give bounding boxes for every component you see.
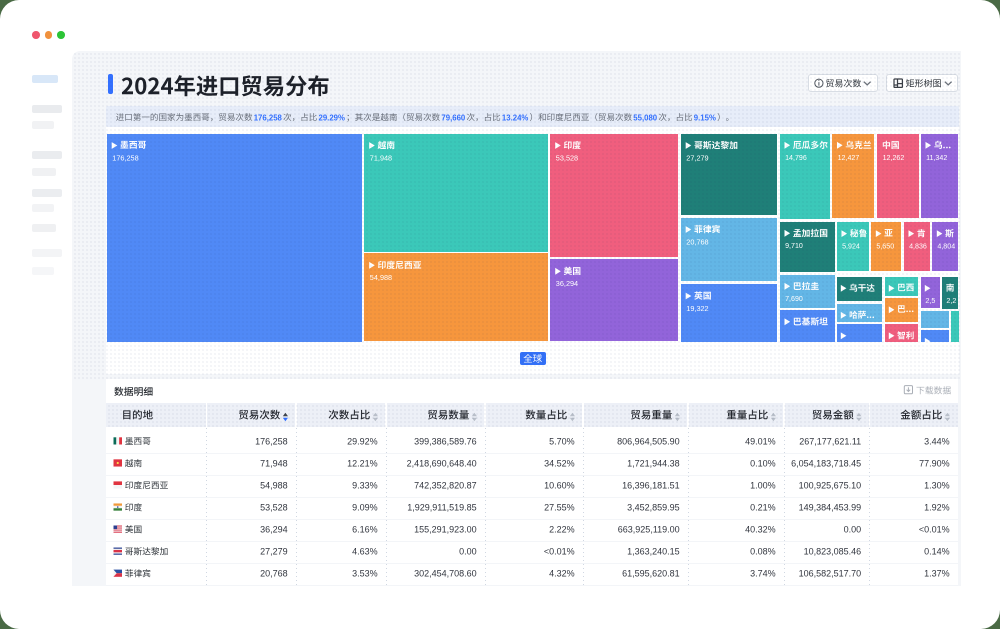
svg-text:1,363,240.15: 1,363,240.15: [627, 547, 680, 557]
svg-text:3.44%: 3.44%: [924, 436, 950, 446]
svg-text:3.74%: 3.74%: [750, 569, 776, 579]
svg-text:49.01%: 49.01%: [745, 436, 776, 446]
svg-text:1.30%: 1.30%: [924, 480, 950, 490]
svg-text:1.37%: 1.37%: [924, 569, 950, 579]
svg-text:27.55%: 27.55%: [544, 502, 575, 512]
svg-text:34.52%: 34.52%: [544, 458, 575, 468]
svg-text:53,528: 53,528: [260, 502, 288, 512]
svg-text:5,650: 5,650: [876, 242, 894, 250]
svg-text:9.15%: 9.15%: [694, 113, 716, 122]
svg-text:302,454,708.60: 302,454,708.60: [414, 569, 477, 579]
svg-text:0.21%: 0.21%: [750, 502, 776, 512]
svg-text:9.33%: 9.33%: [352, 480, 378, 490]
svg-text:29.29%: 29.29%: [319, 113, 346, 122]
svg-text:9.09%: 9.09%: [352, 502, 378, 512]
svg-text:176,258: 176,258: [254, 113, 283, 122]
svg-text:1,929,911,519.85: 1,929,911,519.85: [407, 502, 476, 512]
svg-text:11,342: 11,342: [926, 154, 947, 162]
svg-text:267,177,621.11: 267,177,621.11: [799, 436, 861, 446]
svg-text:0.00: 0.00: [459, 547, 477, 557]
svg-text:40.32%: 40.32%: [745, 525, 776, 535]
svg-text:12,427: 12,427: [838, 154, 860, 162]
svg-text:0.14%: 0.14%: [924, 547, 950, 557]
svg-text:12,262: 12,262: [883, 154, 905, 162]
svg-text:106,582,517.70: 106,582,517.70: [799, 569, 862, 579]
svg-text:20,768: 20,768: [260, 569, 288, 579]
svg-text:61,595,620.81: 61,595,620.81: [622, 569, 680, 579]
svg-text:4.63%: 4.63%: [352, 547, 378, 557]
svg-text:0.00: 0.00: [844, 525, 862, 535]
svg-text:806,964,505.90: 806,964,505.90: [617, 436, 680, 446]
svg-text:399,386,589.76: 399,386,589.76: [414, 436, 477, 446]
svg-text:176,258: 176,258: [112, 153, 138, 162]
svg-text:3.53%: 3.53%: [352, 569, 378, 579]
svg-text:71,948: 71,948: [260, 458, 288, 468]
svg-text:36,294: 36,294: [556, 279, 578, 288]
svg-text:71,948: 71,948: [370, 153, 392, 162]
svg-text:10,823,085.46: 10,823,085.46: [804, 547, 862, 557]
svg-text:19,322: 19,322: [686, 304, 708, 313]
svg-text:1.92%: 1.92%: [924, 502, 950, 512]
svg-text:55,080: 55,080: [633, 113, 658, 122]
svg-text:3,452,859.95: 3,452,859.95: [627, 502, 680, 512]
svg-text:<0.01%: <0.01%: [544, 547, 575, 557]
svg-text:7,690: 7,690: [785, 295, 803, 303]
svg-text:4,804: 4,804: [937, 242, 955, 250]
svg-text:2,418,690,648.40: 2,418,690,648.40: [407, 458, 477, 468]
svg-text:13.24%: 13.24%: [502, 113, 529, 122]
svg-text:176,258: 176,258: [255, 436, 288, 446]
svg-text:27,279: 27,279: [260, 547, 288, 557]
svg-text:155,291,923.00: 155,291,923.00: [414, 525, 477, 535]
svg-text:6.16%: 6.16%: [352, 525, 378, 535]
svg-text:29.92%: 29.92%: [347, 436, 378, 446]
svg-text:10.60%: 10.60%: [544, 480, 575, 490]
svg-text:5,924: 5,924: [842, 242, 860, 250]
svg-text:742,352,820.87: 742,352,820.87: [414, 480, 477, 490]
svg-text:0.08%: 0.08%: [750, 547, 776, 557]
svg-text:663,925,119.00: 663,925,119.00: [618, 525, 680, 535]
svg-text:4.32%: 4.32%: [549, 569, 575, 579]
svg-text:20,768: 20,768: [686, 237, 708, 246]
svg-text:53,528: 53,528: [556, 153, 578, 162]
svg-text:149,384,453.99: 149,384,453.99: [799, 502, 862, 512]
svg-text:77.90%: 77.90%: [919, 458, 950, 468]
svg-text:2,5: 2,5: [925, 296, 935, 305]
svg-text:9,710: 9,710: [785, 242, 803, 250]
svg-text:36,294: 36,294: [260, 525, 288, 535]
svg-text:54,988: 54,988: [370, 273, 392, 282]
svg-text:4,836: 4,836: [909, 242, 927, 250]
svg-text:27,279: 27,279: [686, 153, 708, 162]
svg-text:5.70%: 5.70%: [549, 436, 575, 446]
svg-text:0.10%: 0.10%: [750, 458, 776, 468]
svg-text:2,2: 2,2: [946, 296, 956, 305]
svg-text:12.21%: 12.21%: [347, 458, 378, 468]
svg-text:1,721,944.38: 1,721,944.38: [627, 458, 680, 468]
svg-text:100,925,675.10: 100,925,675.10: [799, 480, 862, 490]
svg-text:14,796: 14,796: [785, 154, 807, 162]
svg-text:16,396,181.51: 16,396,181.51: [622, 480, 680, 490]
svg-text:<0.01%: <0.01%: [919, 525, 950, 535]
svg-text:2.22%: 2.22%: [549, 525, 575, 535]
svg-text:1.00%: 1.00%: [750, 480, 776, 490]
svg-text:54,988: 54,988: [260, 480, 288, 490]
svg-text:6,054,183,718.45: 6,054,183,718.45: [791, 458, 861, 468]
svg-text:79,660: 79,660: [441, 113, 466, 122]
